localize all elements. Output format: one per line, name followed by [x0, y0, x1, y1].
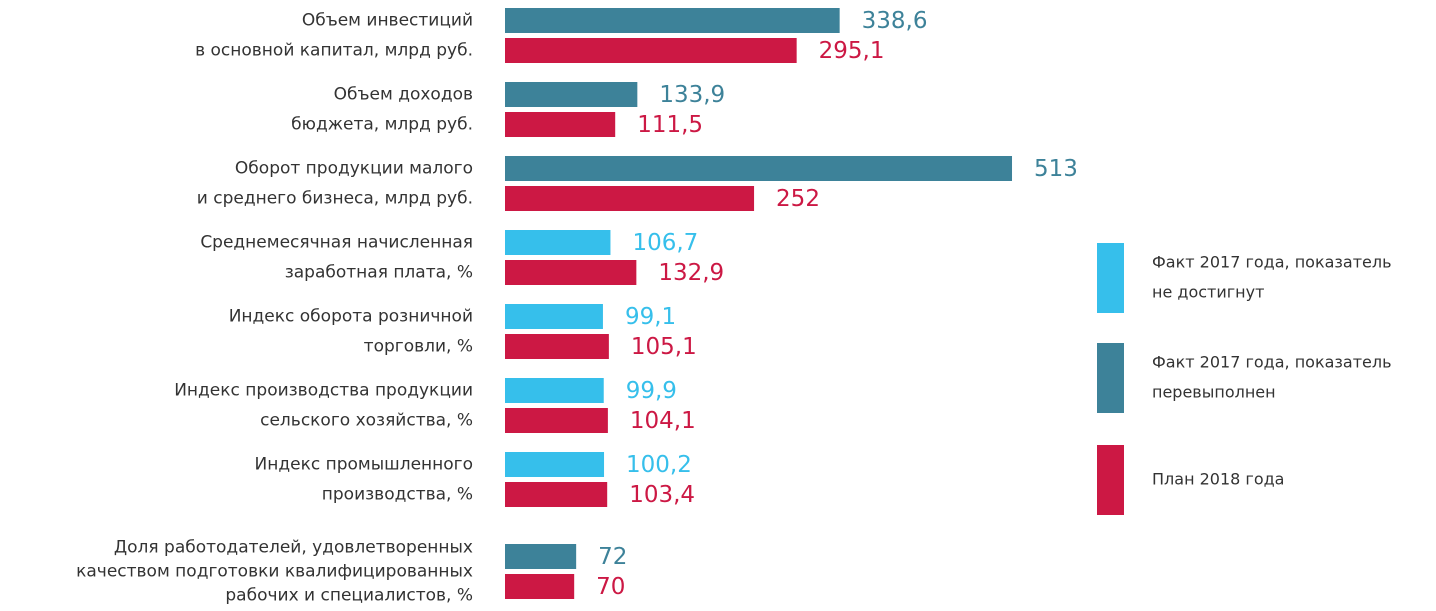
legend-swatch: [1097, 445, 1124, 515]
category-label: Индекс оборота розничной: [229, 307, 473, 327]
bar: [505, 334, 609, 359]
category-label: производства, %: [322, 485, 473, 505]
bar: [505, 112, 616, 137]
category-label: Индекс производства продукции: [174, 381, 473, 401]
legend-swatch: [1097, 343, 1124, 413]
category-label: Оборот продукции малого: [235, 159, 473, 179]
bar: [505, 8, 840, 33]
value-label: 338,6: [862, 8, 928, 34]
bar: [505, 378, 604, 403]
bar: [505, 260, 637, 285]
bar: [505, 82, 638, 107]
category-label: сельского хозяйства, %: [260, 411, 473, 431]
legend-label: перевыполнен: [1152, 383, 1276, 402]
category-label: торговли, %: [364, 337, 473, 357]
bar: [505, 230, 611, 255]
value-label: 72: [598, 544, 627, 570]
value-label: 106,7: [632, 230, 698, 256]
category-label: и среднего бизнеса, млрд руб.: [197, 189, 473, 209]
legend-label: Факт 2017 года, показатель: [1152, 253, 1392, 272]
bar: [505, 574, 575, 599]
value-label: 252: [776, 186, 820, 212]
category-label: качеством подготовки квалифицированных: [76, 562, 473, 582]
legend-label: План 2018 года: [1152, 470, 1284, 489]
category-label: в основной капитал, млрд руб.: [195, 41, 473, 61]
legend-swatch: [1097, 243, 1124, 313]
value-label: 111,5: [637, 112, 703, 138]
value-label: 105,1: [631, 334, 697, 360]
value-label: 100,2: [626, 452, 692, 478]
category-label: Среднемесячная начисленная: [200, 233, 473, 253]
bar: [505, 452, 605, 477]
category-label: Объем инвестиций: [302, 11, 473, 31]
legend-label: не достигнут: [1152, 283, 1264, 302]
category-label: Индекс промышленного: [255, 455, 473, 475]
bar: [505, 544, 577, 569]
bar: [505, 482, 608, 507]
value-label: 99,9: [626, 378, 677, 404]
bar: [505, 408, 608, 433]
value-label: 103,4: [629, 482, 695, 508]
bar: [505, 186, 755, 211]
value-label: 70: [596, 574, 625, 600]
category-label: Доля работодателей, удовлетворенных: [114, 538, 473, 558]
value-label: 295,1: [819, 38, 885, 64]
category-label: бюджета, млрд руб.: [291, 115, 473, 135]
category-label: рабочих и специалистов, %: [225, 586, 473, 606]
bar: [505, 304, 603, 329]
legend-label: Факт 2017 года, показатель: [1152, 353, 1392, 372]
value-label: 133,9: [659, 82, 725, 108]
value-label: 132,9: [658, 260, 724, 286]
value-label: 513: [1034, 156, 1078, 182]
bar: [505, 38, 797, 63]
value-label: 99,1: [625, 304, 676, 330]
category-label: Объем доходов: [334, 85, 473, 105]
bar: [505, 156, 1013, 181]
category-label: заработная плата, %: [285, 263, 473, 283]
value-label: 104,1: [630, 408, 696, 434]
